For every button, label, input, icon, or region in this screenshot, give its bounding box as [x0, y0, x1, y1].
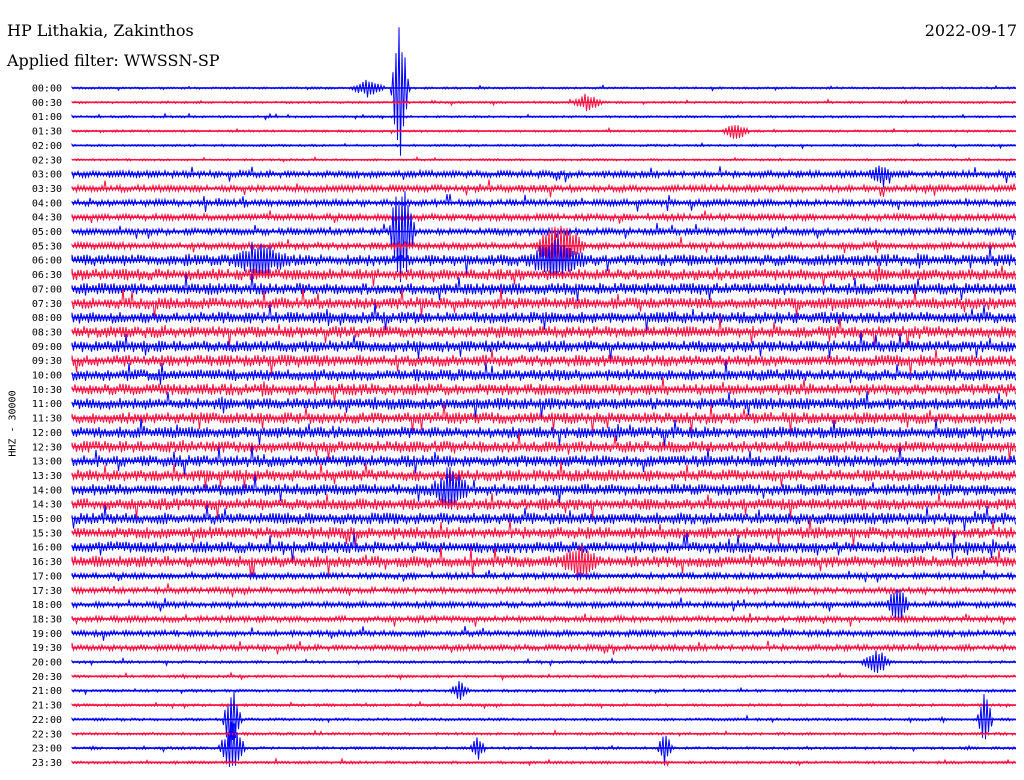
- time-tick-label: 16:00: [32, 543, 62, 554]
- seismic-trace: [71, 288, 1016, 319]
- time-tick-label: 09:30: [32, 356, 62, 367]
- filter-subtitle: Applied filter: WWSSN-SP: [7, 51, 220, 70]
- seismic-trace: [71, 264, 1016, 287]
- seismic-trace: [71, 583, 1016, 598]
- time-tick-label: 22:00: [32, 715, 62, 726]
- time-tick-label: 23:30: [32, 758, 62, 769]
- seismic-trace: [71, 517, 1016, 547]
- seismic-trace: [71, 446, 1016, 476]
- seismic-trace: [71, 316, 1016, 348]
- seismic-trace: [71, 27, 1016, 156]
- seismic-trace: [71, 193, 1016, 212]
- time-tick-label: 02:30: [32, 155, 62, 166]
- time-tick-label: 08:30: [32, 327, 62, 338]
- time-tick-label: 13:30: [32, 471, 62, 482]
- time-tick-label: 06:30: [32, 270, 62, 281]
- time-tick-label: 17:30: [32, 586, 62, 597]
- seismic-trace: [71, 179, 1016, 198]
- seismic-trace: [71, 225, 1016, 269]
- time-tick-label: 07:30: [32, 299, 62, 310]
- seismic-trace: [71, 626, 1016, 641]
- time-tick-label: 09:00: [32, 342, 62, 353]
- seismic-trace: [71, 467, 1016, 510]
- seismic-trace: [71, 691, 1016, 749]
- time-tick-label: 08:00: [32, 313, 62, 324]
- seismic-trace: [71, 504, 1016, 532]
- time-tick-label: 04:30: [32, 213, 62, 224]
- seismic-trace: [71, 531, 1016, 563]
- time-tick-label: 11:30: [32, 414, 62, 425]
- time-tick-label: 07:00: [32, 284, 62, 295]
- seismic-trace: [71, 124, 1016, 139]
- time-tick-label: 19:30: [32, 643, 62, 654]
- seismic-trace: [71, 492, 1016, 519]
- time-tick-label: 11:00: [32, 399, 62, 410]
- time-tick-label: 21:00: [32, 686, 62, 697]
- seismic-trace: [71, 191, 1016, 283]
- seismic-trace: [71, 377, 1016, 404]
- time-tick-label: 14:00: [32, 485, 62, 496]
- date-label: 2022-09-17: [924, 21, 1017, 40]
- seismic-trace: [71, 165, 1016, 188]
- time-tick-label: 05:00: [32, 227, 62, 238]
- time-tick-label: 00:30: [32, 98, 62, 109]
- seismic-trace: [71, 391, 1016, 419]
- seismic-trace: [71, 331, 1016, 361]
- time-tick-label: 05:30: [32, 241, 62, 252]
- seismic-trace: [71, 402, 1016, 434]
- seismic-trace: [71, 544, 1016, 581]
- time-tick-label: 01:30: [32, 127, 62, 138]
- time-tick-label: 03:30: [32, 184, 62, 195]
- station-title: HP Lithakia, Zakinthos: [7, 21, 194, 40]
- time-tick-label: 19:00: [32, 629, 62, 640]
- seismic-trace: [71, 432, 1016, 462]
- time-tick-label: 13:00: [32, 457, 62, 468]
- time-tick-label: 15:00: [32, 514, 62, 525]
- seismic-trace: [71, 360, 1016, 385]
- seismic-trace: [71, 239, 1016, 279]
- seismic-trace: [71, 589, 1016, 621]
- time-tick-label: 21:30: [32, 701, 62, 712]
- time-tick-label: 18:30: [32, 614, 62, 625]
- time-tick-label: 01:00: [32, 112, 62, 123]
- time-tick-label: 15:30: [32, 528, 62, 539]
- seismic-trace: [71, 721, 1016, 767]
- time-tick-label: 02:00: [32, 141, 62, 152]
- seismic-trace: [71, 700, 1016, 710]
- time-tick-label: 06:00: [32, 256, 62, 267]
- seismic-trace: [71, 303, 1016, 332]
- time-tick-label: 20:00: [32, 658, 62, 669]
- seismic-trace: [71, 210, 1016, 224]
- seismic-trace: [71, 569, 1016, 583]
- time-tick-label: 04:00: [32, 198, 62, 209]
- seismic-trace: [71, 273, 1016, 302]
- time-tick-label: 10:30: [32, 385, 62, 396]
- seismic-trace: [71, 613, 1016, 627]
- time-tick-label: 22:30: [32, 729, 62, 740]
- time-tick-label: 18:00: [32, 600, 62, 611]
- time-tick-label: 16:30: [32, 557, 62, 568]
- seismic-trace: [71, 349, 1016, 376]
- seismic-trace: [71, 461, 1016, 490]
- time-tick-label: 12:00: [32, 428, 62, 439]
- seismic-trace: [71, 640, 1016, 655]
- time-tick-label: 03:00: [32, 170, 62, 181]
- time-tick-label: 12:30: [32, 442, 62, 453]
- seismic-trace: [71, 418, 1016, 447]
- time-tick-label: 17:00: [32, 571, 62, 582]
- time-tick-label: 20:30: [32, 672, 62, 683]
- time-tick-label: 14:30: [32, 500, 62, 511]
- time-tick-label: 10:00: [32, 371, 62, 382]
- time-tick-label: 00:00: [32, 84, 62, 95]
- time-tick-label: 23:00: [32, 744, 62, 755]
- seismic-trace: [71, 671, 1016, 682]
